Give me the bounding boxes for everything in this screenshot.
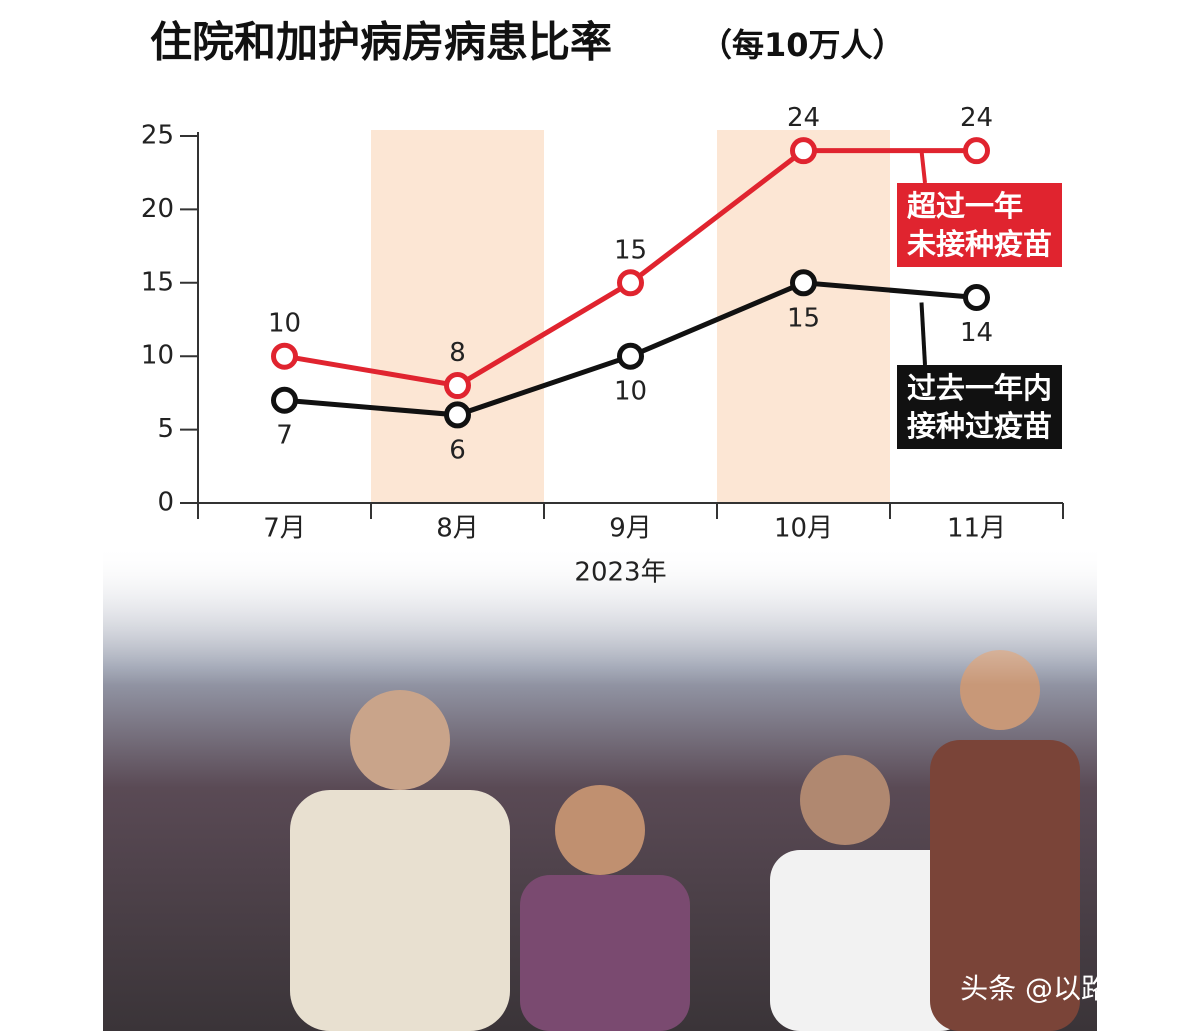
point (444, 401, 471, 429)
point (617, 269, 644, 297)
value-label: 15 (787, 303, 820, 333)
value-label: 14 (960, 318, 993, 348)
y-tick-label: 10 (141, 341, 174, 371)
point (271, 386, 298, 414)
x-axis-title: 2023年 (574, 558, 666, 588)
point (963, 283, 990, 311)
point (963, 137, 990, 165)
legend-connector (919, 302, 927, 366)
point (790, 269, 817, 297)
chart-title: 住院和加护病房病患比率 (150, 18, 612, 67)
value-label: 7 (276, 421, 293, 451)
shaded-band (371, 130, 544, 503)
x-tick-label: 11月 (947, 514, 1006, 544)
watermark: 头条 @以路之銘 (960, 972, 1165, 1005)
legend-entry: 过去一年内 接种过疫苗 (897, 365, 1063, 449)
point (617, 342, 644, 370)
legend-connector (919, 150, 927, 184)
chart-subtitle: （每10万人） (700, 26, 905, 64)
y-tick-label: 20 (141, 194, 174, 224)
y-tick-label: 25 (141, 121, 174, 151)
x-tick-label: 7月 (263, 514, 306, 544)
value-label: 8 (449, 338, 466, 368)
x-tick-label: 8月 (436, 514, 479, 544)
value-label: 24 (960, 103, 993, 133)
y-tick-label: 5 (157, 414, 174, 444)
value-label: 6 (449, 435, 466, 465)
point (444, 372, 471, 400)
value-label: 10 (268, 309, 301, 339)
legend-entry: 超过一年 未接种疫苗 (897, 183, 1063, 267)
value-label: 15 (614, 235, 647, 265)
value-label: 10 (614, 377, 647, 407)
y-tick-label: 15 (141, 267, 174, 297)
point (271, 342, 298, 370)
x-tick-label: 10月 (774, 514, 833, 544)
value-label: 24 (787, 103, 820, 133)
point (790, 137, 817, 165)
photo (103, 545, 1097, 1031)
y-tick-label: 0 (157, 488, 174, 518)
x-tick-label: 9月 (609, 514, 652, 544)
